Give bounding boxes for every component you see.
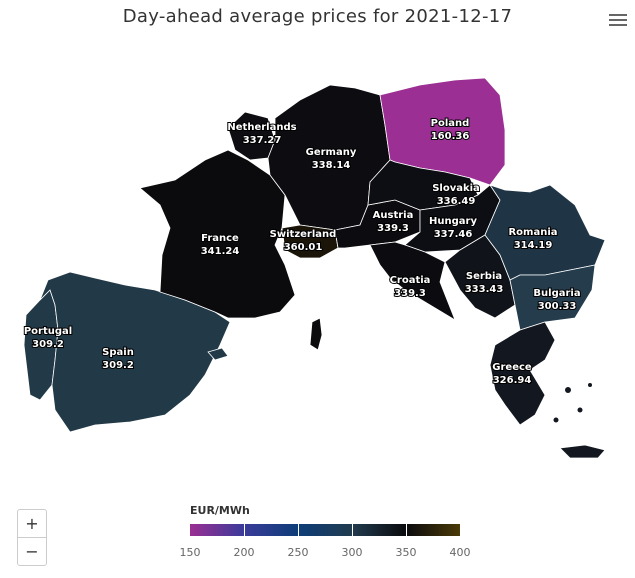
label-croatia-name: Croatia — [390, 275, 431, 286]
label-greece-name: Greece — [492, 362, 532, 373]
label-poland-name: Poland — [431, 118, 470, 129]
label-poland-value: 160.36 — [431, 131, 470, 142]
island-mallorca — [207, 347, 229, 361]
label-slovakia-value: 336.49 — [437, 196, 476, 207]
label-netherlands-name: Netherlands — [227, 122, 296, 133]
legend-tick-line — [406, 524, 407, 536]
country-labels: Netherlands 337.27 Germany 338.14 Poland 160.… — [23, 117, 582, 387]
country-greece[interactable] — [489, 321, 556, 426]
label-france-value: 341.24 — [201, 246, 240, 257]
label-hungary-value: 337.46 — [434, 229, 473, 240]
legend-tick-line — [298, 524, 299, 536]
label-netherlands-value: 337.27 — [243, 135, 282, 146]
country-spain[interactable] — [39, 271, 231, 433]
legend-tick-label: 300 — [341, 546, 363, 559]
zoom-control: + − — [17, 509, 47, 566]
legend-tick-label: 400 — [449, 546, 471, 559]
label-serbia-name: Serbia — [466, 271, 502, 282]
label-switzerland-value: 360.01 — [284, 242, 323, 253]
legend-title: EUR/MWh — [190, 504, 250, 517]
country-bulgaria[interactable] — [509, 264, 596, 331]
label-austria-value: 339.3 — [377, 223, 409, 234]
label-romania-value: 314.19 — [514, 240, 553, 251]
label-germany-name: Germany — [306, 147, 357, 158]
chart-title: Day-ahead average prices for 2021-12-17 — [122, 6, 513, 27]
hamburger-menu-icon[interactable] — [609, 14, 627, 28]
zoom-in-button[interactable]: + — [25, 514, 39, 533]
label-serbia-value: 333.43 — [465, 284, 504, 295]
country-france[interactable] — [139, 149, 296, 319]
legend-tick-line — [352, 524, 353, 536]
label-germany-value: 338.14 — [312, 160, 351, 171]
zoom-out-button[interactable]: − — [18, 537, 46, 565]
island-crete — [559, 444, 606, 459]
label-bulgaria-name: Bulgaria — [533, 288, 580, 299]
label-hungary-name: Hungary — [429, 216, 477, 227]
legend-tick-label: 250 — [287, 546, 309, 559]
label-france-name: France — [201, 233, 239, 244]
island-aegean-4 — [588, 383, 592, 387]
label-austria-name: Austria — [373, 210, 414, 221]
label-romania-name: Romania — [508, 227, 557, 238]
island-corsica — [309, 317, 323, 351]
label-greece-value: 326.94 — [493, 375, 532, 386]
legend-tick-label: 150 — [179, 546, 201, 559]
label-croatia-value: 339.3 — [394, 288, 426, 299]
island-aegean-3 — [553, 417, 559, 423]
label-slovakia-name: Slovakia — [432, 183, 480, 194]
label-bulgaria-value: 300.33 — [538, 301, 577, 312]
label-portugal-name: Portugal — [24, 326, 72, 337]
label-switzerland-name: Switzerland — [270, 229, 337, 240]
label-spain-name: Spain — [102, 347, 134, 358]
country-croatia[interactable] — [369, 241, 456, 321]
island-aegean-2 — [577, 407, 583, 413]
label-spain-value: 309.2 — [102, 360, 134, 371]
label-portugal-value: 309.2 — [32, 339, 64, 350]
country-switzerland[interactable] — [281, 224, 339, 259]
legend-tick-label: 350 — [395, 546, 417, 559]
legend-tick-line — [244, 524, 245, 536]
island-aegean-1 — [565, 387, 571, 393]
legend-tick-label: 200 — [233, 546, 255, 559]
legend-color-bar — [190, 524, 460, 536]
